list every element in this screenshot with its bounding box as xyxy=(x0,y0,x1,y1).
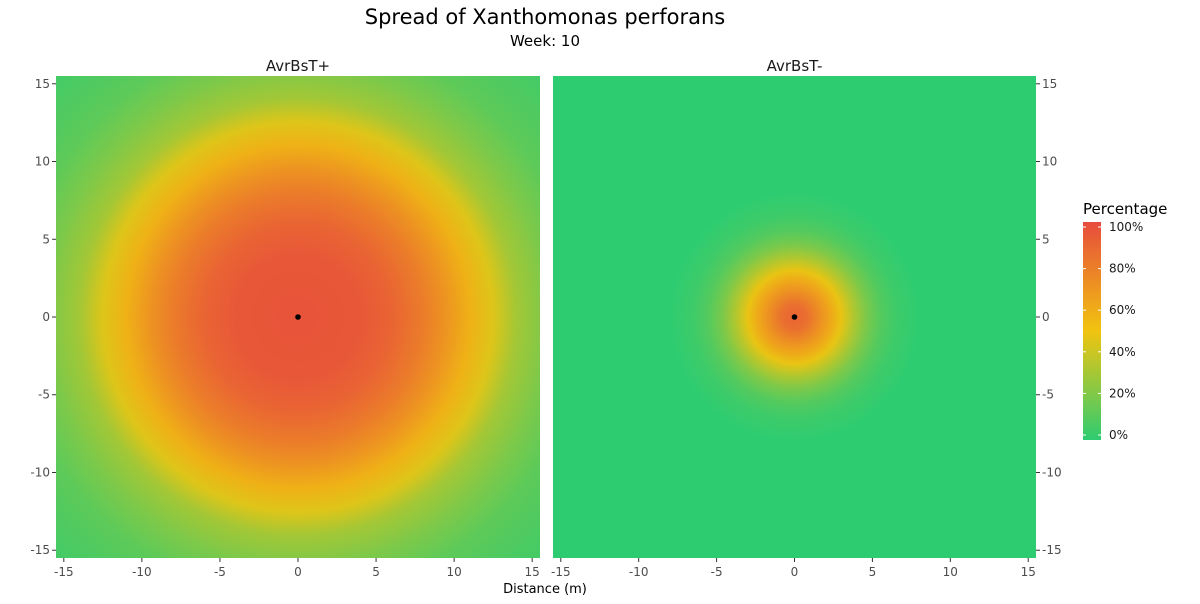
y-tick-label: 15 xyxy=(35,77,50,91)
panels-layer: AvrBsT+-15 -10 -5 0 5 10 15-15-10-5051015AvrBs… xyxy=(30,57,1061,579)
chart-subtitle: Week: 10 xyxy=(510,32,580,50)
x-tick-label: 15 xyxy=(1021,565,1036,579)
y-tick-label: -5 xyxy=(38,388,50,402)
x-tick-label: 0 xyxy=(294,565,302,579)
x-tick-label: 10 xyxy=(943,565,958,579)
x-tick-label: -10 xyxy=(132,565,152,579)
x-axis-label: Distance (m) xyxy=(503,582,587,597)
legend-tick-label: 20% xyxy=(1109,386,1136,400)
y-tick-label: -15 xyxy=(30,543,50,557)
y-tick-label: -10 xyxy=(1042,465,1062,479)
x-tick-label: -15 xyxy=(54,565,74,579)
x-tick-label: 5 xyxy=(372,565,380,579)
x-tick-label: -5 xyxy=(711,565,723,579)
x-tick-label: -15 xyxy=(551,565,571,579)
source-point xyxy=(295,314,301,320)
y-tick-label: 15 xyxy=(1042,77,1057,91)
legend-tick-label: 0% xyxy=(1109,428,1128,442)
y-tick-label: -10 xyxy=(30,465,50,479)
y-tick-label: 0 xyxy=(1042,310,1050,324)
y-tick-label: -15 xyxy=(1042,543,1062,557)
panel-AvrBsT-: AvrBsT- -15 -10 -5 0 5 10 15 -15 -10 -5 0 5 10 15 xyxy=(551,57,1062,579)
source-point xyxy=(791,314,798,320)
x-tick-label: 15 xyxy=(525,565,540,579)
legend: Percentage 0% 20% 40% 60% 80% 100% xyxy=(1083,200,1167,442)
legend-title: Percentage xyxy=(1083,200,1167,218)
legend-ticks: 0% 20% 40% 60% 80% 100% xyxy=(1083,220,1143,442)
y-tick-label: 10 xyxy=(1042,155,1057,169)
legend-tick-label: 100% xyxy=(1109,220,1143,234)
legend-tick-label: 80% xyxy=(1109,262,1136,276)
panel-strip-label: AvrBsT- xyxy=(767,57,823,75)
panel-AvrBsT+: AvrBsT+ -15 -10 -5 0 5 10 15 -15 -10 -5 0 5 10 15 xyxy=(30,57,540,579)
x-tick-label: 0 xyxy=(791,565,799,579)
y-tick-label: 10 xyxy=(35,155,50,169)
y-tick-label: 5 xyxy=(42,232,50,246)
x-tick-label: -10 xyxy=(629,565,649,579)
legend-colorbar xyxy=(1083,222,1101,440)
legend-tick-label: 40% xyxy=(1109,345,1136,359)
legend-tick-label: 60% xyxy=(1109,303,1136,317)
x-tick-label: -5 xyxy=(214,565,226,579)
x-tick-label: 10 xyxy=(446,565,461,579)
y-tick-label: -5 xyxy=(1042,388,1054,402)
y-tick-label: 0 xyxy=(42,310,50,324)
chart-title: Spread of Xanthomonas perforans xyxy=(365,5,725,29)
x-tick-label: 5 xyxy=(869,565,877,579)
panel-strip-label: AvrBsT+ xyxy=(266,57,330,75)
y-tick-label: 5 xyxy=(1042,232,1050,246)
